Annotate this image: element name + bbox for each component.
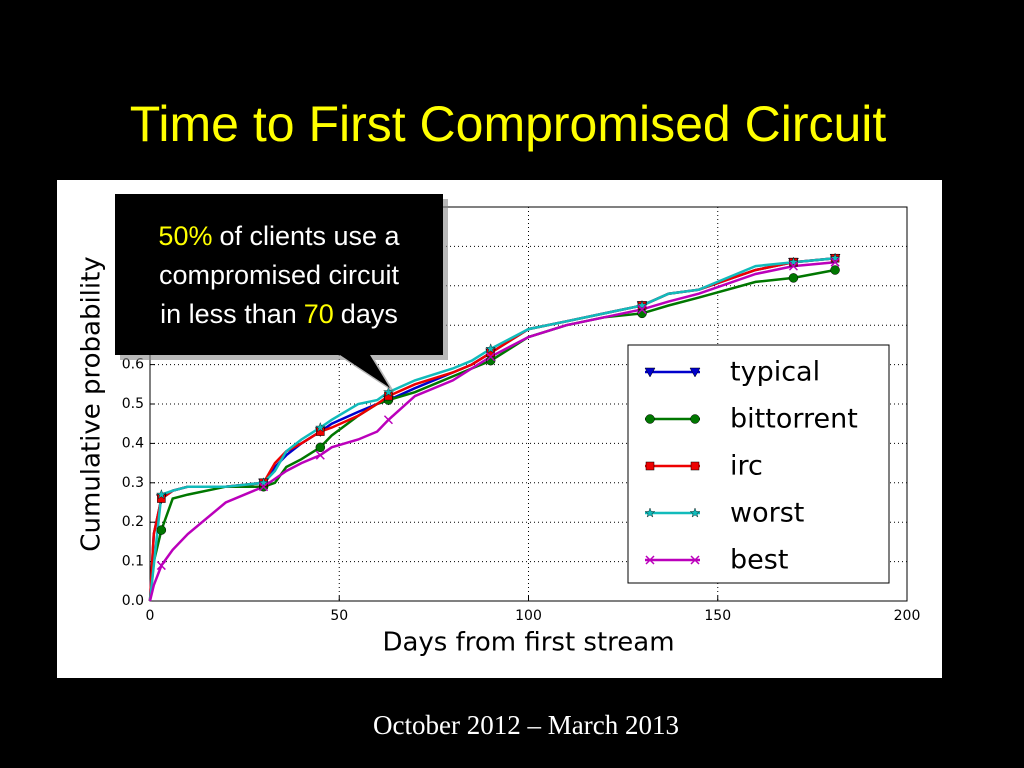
callout-segment: days	[341, 299, 398, 329]
marker	[156, 561, 166, 571]
x-tick-label: 200	[894, 608, 921, 624]
marker	[486, 352, 496, 362]
marker	[690, 414, 700, 424]
marker	[788, 273, 799, 283]
marker	[830, 257, 840, 267]
callout-box	[115, 194, 443, 388]
series-line	[148, 260, 836, 602]
footer: October 2012 – March 2013	[373, 710, 679, 740]
marker	[689, 507, 701, 518]
series-line	[148, 256, 836, 602]
marker	[259, 482, 269, 492]
marker	[315, 421, 326, 433]
marker	[644, 507, 656, 518]
callout-segment: 70	[304, 299, 334, 329]
marker	[637, 304, 647, 314]
legend-label: typical	[730, 357, 820, 388]
legend-box	[627, 344, 890, 584]
series-line	[148, 268, 836, 602]
y-tick-label: 0.1	[122, 554, 144, 570]
marker	[156, 488, 167, 500]
marker	[829, 252, 841, 263]
x-tick-label: 150	[704, 608, 731, 624]
slide-title: Time to First Compromised Circuit	[130, 96, 887, 152]
y-tick-label: 0.4	[122, 435, 144, 451]
legend-label: best	[730, 545, 788, 576]
callout-text: 50% of clients use a	[158, 221, 400, 251]
marker	[788, 261, 798, 271]
marker	[636, 299, 648, 310]
marker	[315, 442, 326, 453]
marker	[383, 415, 393, 425]
marker	[645, 555, 655, 565]
callout-text: compromised circuit	[159, 260, 400, 290]
marker	[645, 461, 655, 471]
marker	[645, 414, 655, 424]
y-tick-label: 0.2	[122, 514, 144, 530]
callout-segment: 50%	[158, 221, 212, 251]
y-tick-label: 0.6	[122, 357, 144, 373]
plot-frame	[149, 206, 908, 602]
x-tick-label: 50	[330, 608, 348, 624]
x-tick-label: 100	[515, 608, 542, 624]
legend-label: bittorrent	[730, 404, 858, 435]
callout-segment: of clients use a	[219, 221, 400, 251]
x-axis-label: Days from first stream	[382, 628, 674, 658]
marker	[485, 343, 496, 354]
marker	[788, 256, 799, 267]
marker	[644, 367, 656, 378]
y-tick-label: 0.0	[122, 593, 144, 609]
marker	[315, 450, 325, 460]
legend-label: irc	[730, 451, 763, 482]
y-axis-label: Cumulative probability	[77, 256, 107, 551]
marker	[830, 265, 840, 275]
marker	[258, 477, 269, 488]
marker	[690, 555, 700, 565]
x-tick-label: 0	[146, 608, 155, 624]
callout-text: in less than 70 days	[160, 299, 398, 329]
callout-segment: in less than	[160, 299, 297, 329]
y-tick-label: 0.5	[122, 396, 144, 412]
y-tick-label: 0.3	[122, 475, 144, 491]
marker	[156, 525, 167, 535]
legend-label: worst	[730, 498, 804, 529]
callout-segment: compromised circuit	[159, 260, 400, 290]
marker	[690, 461, 700, 471]
marker	[689, 367, 701, 378]
